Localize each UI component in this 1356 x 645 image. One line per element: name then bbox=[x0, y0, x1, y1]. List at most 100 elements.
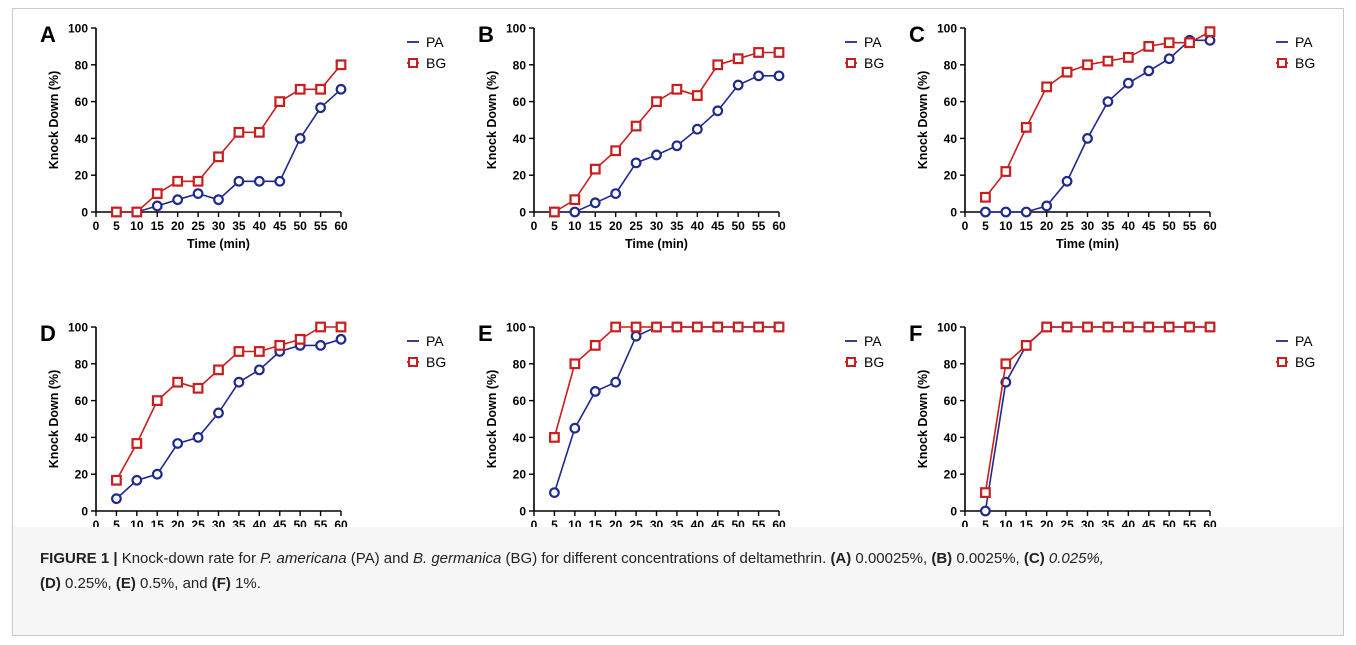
x-tick-label: 15 bbox=[151, 518, 165, 527]
data-point-bg bbox=[630, 321, 642, 333]
legend-label-pa: PA bbox=[864, 333, 882, 349]
x-tick-label: 35 bbox=[1101, 219, 1115, 233]
data-point-bg bbox=[151, 188, 163, 200]
x-tick-label: 25 bbox=[1060, 219, 1074, 233]
x-tick-label: 45 bbox=[711, 219, 725, 233]
data-point-pa bbox=[294, 132, 306, 144]
x-tick-label: 55 bbox=[752, 518, 766, 527]
legend-marker-bg bbox=[408, 357, 418, 367]
chart-panel-d: D020406080100051015202530354045505560Tim… bbox=[40, 321, 446, 528]
x-tick-label: 55 bbox=[314, 219, 328, 233]
x-tick-label: 35 bbox=[232, 518, 246, 527]
y-tick-label: 100 bbox=[68, 22, 88, 36]
data-point-pa bbox=[610, 376, 622, 388]
caption-val-c: 0.025%, bbox=[1044, 550, 1104, 567]
caption-tag-b: (B) bbox=[931, 550, 953, 567]
x-tick-label: 40 bbox=[1122, 219, 1136, 233]
legend-marker-bg bbox=[1277, 357, 1287, 367]
data-point-bg bbox=[691, 321, 703, 333]
x-tick-label: 50 bbox=[731, 219, 745, 233]
data-point-bg bbox=[111, 206, 122, 218]
caption-val-f: 1%. bbox=[230, 575, 261, 592]
data-point-bg bbox=[1061, 66, 1073, 78]
data-point-bg bbox=[651, 321, 662, 333]
data-point-pa bbox=[253, 364, 265, 376]
data-point-bg bbox=[253, 126, 265, 138]
x-tick-label: 30 bbox=[212, 219, 226, 233]
data-point-pa bbox=[111, 493, 122, 505]
data-point-pa bbox=[1082, 132, 1093, 144]
data-point-pa bbox=[213, 194, 224, 206]
series-line-bg bbox=[115, 326, 341, 481]
x-tick-label: 35 bbox=[670, 518, 684, 527]
x-tick-label: 35 bbox=[1101, 518, 1115, 527]
data-point-bg bbox=[980, 487, 991, 498]
data-point-pa bbox=[1020, 206, 1032, 218]
y-tick-label: 0 bbox=[81, 505, 88, 519]
data-point-bg bbox=[274, 96, 286, 108]
data-point-bg bbox=[1020, 121, 1032, 133]
x-tick-label: 10 bbox=[130, 219, 144, 233]
y-tick-label: 20 bbox=[944, 468, 958, 482]
y-tick-label: 60 bbox=[513, 394, 527, 408]
data-point-bg bbox=[315, 83, 326, 95]
y-tick-label: 100 bbox=[937, 22, 957, 36]
panel-letter-c: C bbox=[909, 22, 925, 47]
series-line-pa bbox=[116, 88, 342, 213]
data-point-pa bbox=[1143, 65, 1155, 77]
caption-species-bg: B. germanica bbox=[413, 550, 502, 567]
data-point-bg bbox=[1122, 52, 1134, 63]
data-point-bg bbox=[192, 175, 204, 187]
data-point-bg bbox=[1163, 37, 1175, 49]
legend-label-pa: PA bbox=[1295, 333, 1313, 349]
data-point-pa bbox=[980, 505, 991, 517]
y-tick-label: 80 bbox=[513, 58, 527, 72]
caption-label: FIGURE 1 | bbox=[40, 550, 118, 567]
data-point-pa bbox=[671, 140, 683, 152]
data-point-pa bbox=[1000, 206, 1012, 218]
y-tick-label: 60 bbox=[75, 394, 89, 408]
legend-label-pa: PA bbox=[426, 34, 444, 50]
series-line-pa bbox=[985, 39, 1210, 213]
data-point-bg bbox=[111, 474, 122, 486]
x-tick-label: 20 bbox=[1040, 219, 1054, 233]
data-point-bg bbox=[1163, 321, 1175, 333]
panel-letter-f: F bbox=[909, 321, 922, 346]
data-point-bg bbox=[549, 432, 560, 443]
x-tick-label: 0 bbox=[93, 518, 100, 527]
y-tick-label: 20 bbox=[944, 169, 958, 183]
y-tick-label: 0 bbox=[950, 505, 957, 519]
legend-marker-bg bbox=[846, 357, 856, 367]
x-tick-label: 25 bbox=[1060, 518, 1074, 527]
data-point-bg bbox=[569, 358, 581, 370]
data-point-bg bbox=[610, 321, 622, 333]
x-tick-label: 5 bbox=[113, 518, 120, 527]
y-tick-label: 100 bbox=[937, 321, 957, 335]
data-point-pa bbox=[589, 386, 601, 397]
y-tick-label: 0 bbox=[519, 505, 526, 519]
x-tick-label: 50 bbox=[1162, 518, 1176, 527]
data-point-bg bbox=[294, 333, 306, 345]
y-tick-label: 60 bbox=[944, 394, 958, 408]
data-point-bg bbox=[1000, 166, 1012, 177]
x-tick-label: 50 bbox=[731, 518, 745, 527]
series-line-bg bbox=[984, 30, 1211, 198]
x-tick-label: 45 bbox=[273, 219, 287, 233]
x-tick-label: 0 bbox=[93, 219, 100, 233]
data-point-pa bbox=[172, 194, 184, 206]
data-point-pa bbox=[253, 175, 265, 187]
data-point-pa bbox=[1204, 34, 1216, 46]
x-tick-label: 55 bbox=[1183, 518, 1197, 527]
y-tick-label: 100 bbox=[68, 321, 88, 335]
y-tick-label: 100 bbox=[506, 22, 526, 36]
y-tick-label: 40 bbox=[75, 132, 89, 146]
data-point-pa bbox=[315, 102, 326, 114]
data-point-bg bbox=[172, 175, 184, 187]
data-point-pa bbox=[335, 83, 347, 95]
x-tick-label: 0 bbox=[962, 518, 969, 527]
data-point-bg bbox=[233, 126, 245, 138]
x-axis-title: Time (min) bbox=[187, 237, 250, 251]
data-point-pa bbox=[233, 376, 245, 388]
caption-val-b: 0.0025%, bbox=[952, 550, 1024, 567]
y-tick-label: 80 bbox=[75, 357, 89, 371]
